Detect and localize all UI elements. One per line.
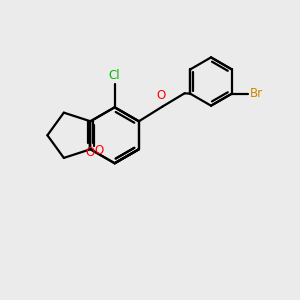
Text: O: O bbox=[94, 144, 104, 157]
Text: O: O bbox=[86, 146, 95, 159]
Text: O: O bbox=[156, 89, 166, 102]
Text: Br: Br bbox=[250, 87, 263, 100]
Text: Cl: Cl bbox=[109, 69, 121, 82]
